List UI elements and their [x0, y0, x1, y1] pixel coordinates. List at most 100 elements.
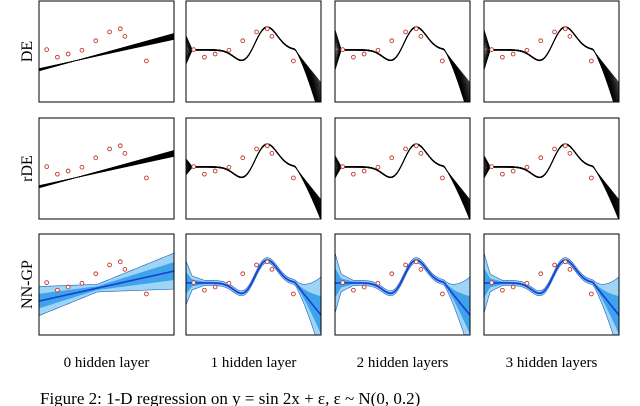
ensemble-member-line — [186, 26, 320, 102]
ensemble-member-line — [484, 143, 619, 211]
training-point — [567, 151, 573, 156]
panel-frame — [483, 233, 620, 336]
plot-area — [484, 252, 619, 335]
training-point — [567, 33, 573, 39]
ensemble-member-line — [335, 144, 470, 200]
training-point — [191, 164, 197, 169]
ensemble-member-line — [335, 26, 468, 102]
training-point — [538, 155, 544, 161]
ensemble-member-line — [335, 143, 470, 214]
training-point — [510, 51, 516, 57]
training-point — [538, 271, 544, 277]
ensemble-member-line — [186, 143, 321, 210]
plot-area — [335, 252, 470, 335]
ensemble-member-line — [186, 144, 321, 200]
panel-de-0 — [38, 0, 175, 103]
plot-area — [186, 257, 321, 335]
row-label: rDE — [19, 155, 36, 182]
ensemble-member-line — [186, 143, 321, 219]
training-point — [340, 280, 346, 285]
training-point — [191, 47, 197, 52]
ensemble-member-line — [186, 26, 317, 102]
ensemble-member-line — [335, 26, 468, 102]
training-point — [413, 259, 419, 265]
ensemble-member-line — [335, 143, 470, 212]
ensemble-member-line — [484, 26, 617, 102]
panel-frame — [38, 233, 175, 336]
ensemble-member-line — [484, 143, 619, 212]
training-point — [361, 168, 367, 174]
training-point — [117, 259, 123, 265]
ensemble-member-line — [335, 26, 467, 102]
training-point — [212, 284, 218, 290]
ensemble-member-line — [484, 143, 619, 219]
ensemble-member-line — [484, 143, 619, 215]
ensemble-member-line — [335, 26, 465, 102]
panel-frame — [38, 117, 175, 220]
ensemble-member-line — [484, 144, 619, 201]
training-point — [264, 143, 270, 149]
ensemble-member-line — [484, 26, 614, 102]
ensemble-member-line — [335, 143, 470, 219]
ensemble-member-line — [484, 143, 619, 214]
ensemble-member-line — [484, 26, 615, 102]
ensemble-member-line — [484, 26, 618, 102]
training-point — [375, 47, 381, 53]
ensemble-member-line — [484, 26, 615, 102]
ensemble-member-line — [186, 26, 321, 99]
ensemble-member-line — [484, 143, 619, 218]
ensemble-member-line — [335, 144, 470, 201]
column-labels: 0 hidden layer 1 hidden layer 2 hidden lay… — [64, 355, 598, 371]
ensemble-member-line — [335, 26, 470, 102]
training-point — [291, 291, 296, 297]
ensemble-member-line — [186, 143, 321, 219]
ensemble-member-line — [335, 26, 466, 102]
ensemble-member-line — [484, 143, 619, 214]
ensemble-member-line — [484, 143, 619, 217]
training-point — [269, 33, 275, 39]
ensemble-member-line — [335, 26, 467, 102]
ensemble-member-line — [335, 26, 470, 99]
training-point — [79, 47, 85, 53]
ensemble-member-line — [186, 26, 318, 102]
panel-rde-1 — [185, 117, 322, 220]
column-label: 2 hidden layers — [357, 355, 449, 371]
training-point — [202, 287, 207, 293]
training-point — [122, 151, 128, 156]
column-label: 1 hidden layer — [211, 355, 297, 371]
panel-rde-0 — [38, 117, 175, 220]
training-point — [440, 58, 445, 64]
ensemble-member-line — [186, 26, 320, 102]
training-point — [117, 143, 123, 149]
ensemble-member-line — [484, 143, 619, 216]
panel-nn-gp-3 — [483, 233, 620, 336]
training-point — [589, 58, 594, 64]
ensemble-member-line — [484, 143, 619, 219]
training-point — [65, 284, 71, 290]
ensemble-member-line — [484, 27, 619, 83]
plot-area — [335, 26, 470, 102]
panel-grid — [38, 0, 620, 336]
training-point — [552, 262, 557, 268]
training-point — [389, 38, 395, 44]
ensemble-member-line — [335, 26, 470, 98]
ensemble-member-line — [186, 26, 319, 102]
ensemble-member-line — [335, 26, 465, 102]
ensemble-member-line — [335, 143, 470, 217]
ensemble-member-line — [186, 143, 321, 211]
ensemble-member-line — [484, 143, 619, 219]
ensemble-member-line — [186, 143, 321, 219]
ensemble-member-line — [335, 143, 470, 214]
ensemble-member-line — [186, 26, 317, 102]
ensemble-member-line — [335, 27, 470, 84]
ensemble-member-line — [335, 143, 470, 217]
gp-band-edge — [335, 262, 465, 335]
plot-area — [484, 143, 619, 219]
ensemble-member-line — [186, 26, 319, 102]
ensemble-member-line — [335, 143, 470, 211]
training-point — [351, 287, 356, 293]
gp-band-edge — [186, 257, 321, 292]
ensemble-member-line — [484, 143, 619, 213]
training-point — [291, 58, 296, 64]
gp-band-edge — [39, 288, 174, 316]
